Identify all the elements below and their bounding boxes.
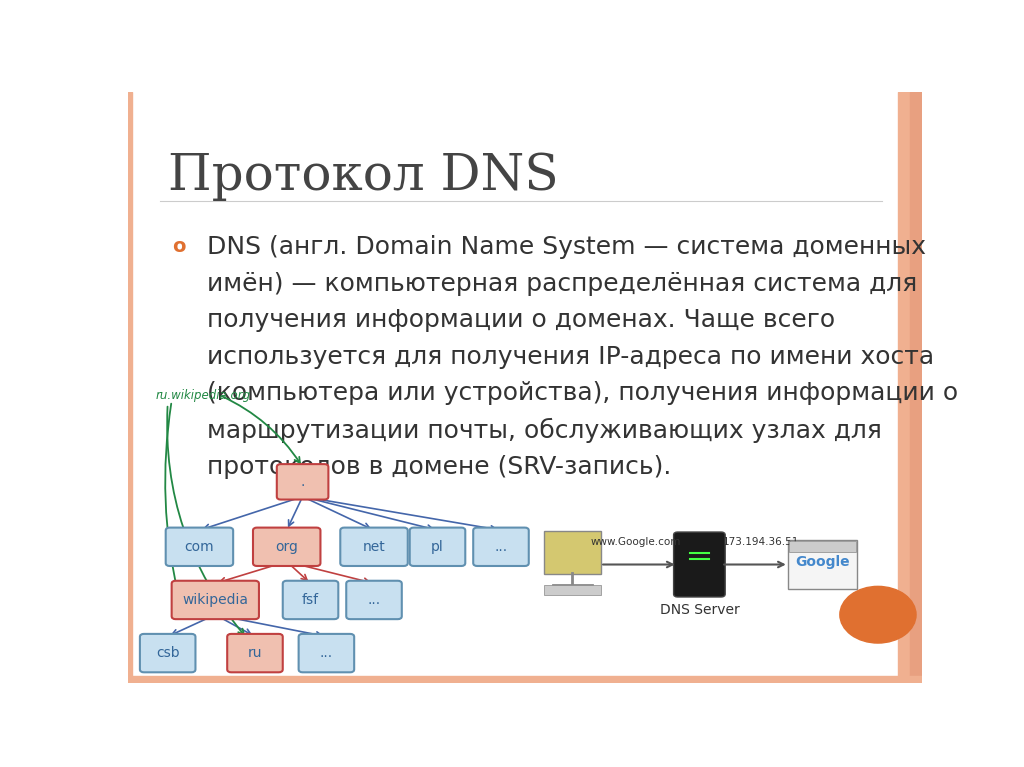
Bar	[128, 92, 132, 683]
Text: fsf: fsf	[302, 593, 319, 607]
Bar	[128, 676, 922, 683]
Text: протоколов в домене (SRV-запись).: протоколов в домене (SRV-запись).	[207, 455, 672, 479]
Text: получения информации о доменах. Чаще всего: получения информации о доменах. Чаще все…	[207, 308, 836, 332]
FancyBboxPatch shape	[140, 634, 196, 673]
FancyBboxPatch shape	[787, 540, 857, 589]
Text: ru: ru	[248, 646, 262, 660]
Text: ru.wikipedia.org: ru.wikipedia.org	[156, 389, 251, 402]
FancyBboxPatch shape	[674, 532, 725, 597]
Text: маршрутизации почты, обслуживающих узлах для: маршрутизации почты, обслуживающих узлах…	[207, 418, 883, 443]
FancyBboxPatch shape	[346, 581, 401, 619]
Text: имён) — компьютерная распределённая система для: имён) — компьютерная распределённая сист…	[207, 272, 918, 295]
Text: wikipedia: wikipedia	[182, 593, 248, 607]
FancyBboxPatch shape	[544, 532, 601, 574]
FancyBboxPatch shape	[410, 528, 465, 566]
Text: ...: ...	[319, 646, 333, 660]
Text: com: com	[184, 540, 214, 554]
FancyBboxPatch shape	[253, 528, 321, 566]
Text: Google: Google	[795, 555, 850, 568]
FancyBboxPatch shape	[544, 584, 601, 594]
FancyBboxPatch shape	[166, 528, 233, 566]
FancyBboxPatch shape	[227, 634, 283, 673]
FancyBboxPatch shape	[172, 581, 259, 619]
Text: ...: ...	[368, 593, 381, 607]
Text: Протокол DNS: Протокол DNS	[168, 151, 558, 200]
Text: (компьютера или устройства), получения информации о: (компьютера или устройства), получения и…	[207, 381, 958, 406]
Text: DNS (англ. Domain Name System — система доменных: DNS (англ. Domain Name System — система …	[207, 235, 927, 259]
Text: pl: pl	[431, 540, 443, 554]
FancyBboxPatch shape	[276, 464, 329, 499]
Text: org: org	[275, 540, 298, 554]
Text: o: o	[172, 237, 185, 255]
Text: net: net	[362, 540, 385, 554]
Text: 173.194.36.51: 173.194.36.51	[723, 537, 799, 547]
Circle shape	[840, 586, 916, 643]
Bar	[788, 541, 856, 551]
FancyBboxPatch shape	[299, 634, 354, 673]
Bar	[898, 92, 922, 683]
Text: csb: csb	[156, 646, 179, 660]
FancyBboxPatch shape	[473, 528, 528, 566]
FancyBboxPatch shape	[340, 528, 408, 566]
Text: www.Google.com: www.Google.com	[591, 537, 681, 547]
Text: используется для получения IP-адреса по имени хоста: используется для получения IP-адреса по …	[207, 345, 935, 369]
Text: DNS Server: DNS Server	[659, 603, 739, 617]
Text: ...: ...	[495, 540, 508, 554]
Bar	[909, 92, 922, 683]
Text: .: .	[300, 475, 305, 489]
FancyBboxPatch shape	[283, 581, 338, 619]
